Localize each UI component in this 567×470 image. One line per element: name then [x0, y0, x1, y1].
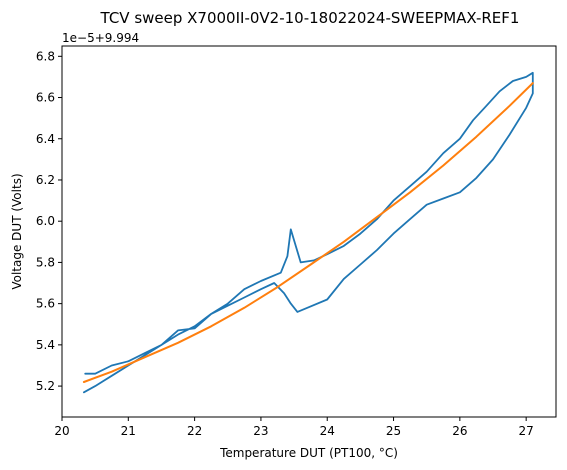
series-line-2	[82, 82, 534, 383]
y-tick-label: 6.8	[36, 49, 55, 63]
x-tick-label: 20	[54, 424, 69, 438]
plot-area	[61, 45, 557, 418]
x-axis-label: Temperature DUT (PT100, °C)	[219, 446, 398, 460]
y-tick-label: 6.0	[36, 214, 55, 228]
y-tick-label: 6.2	[36, 173, 55, 187]
y-axis-label: Voltage DUT (Volts)	[10, 173, 24, 289]
x-tick-label: 21	[121, 424, 136, 438]
chart-title: TCV sweep X7000II-0V2-10-18022024-SWEEPM…	[100, 9, 520, 27]
y-axis-ticks: 5.2 5.4 5.6 5.8 6.0 6.2 6.4 6.6 6.8	[36, 49, 62, 393]
y-tick-label: 5.6	[36, 297, 55, 311]
x-tick-label: 22	[187, 424, 202, 438]
x-tick-label: 23	[253, 424, 268, 438]
x-tick-label: 26	[452, 424, 467, 438]
series-line-1	[83, 71, 534, 394]
x-tick-label: 25	[386, 424, 401, 438]
y-tick-label: 6.4	[36, 132, 55, 146]
x-tick-label: 27	[519, 424, 534, 438]
y-tick-label: 5.2	[36, 379, 55, 393]
y-offset-label: 1e−5+9.994	[62, 31, 139, 45]
y-tick-label: 5.8	[36, 255, 55, 269]
series-layer	[82, 71, 534, 394]
x-axis-ticks: 20 21 22 23 24 25 26 27	[54, 417, 534, 438]
y-tick-label: 5.4	[36, 338, 55, 352]
x-tick-label: 24	[320, 424, 335, 438]
y-tick-label: 6.6	[36, 91, 55, 105]
